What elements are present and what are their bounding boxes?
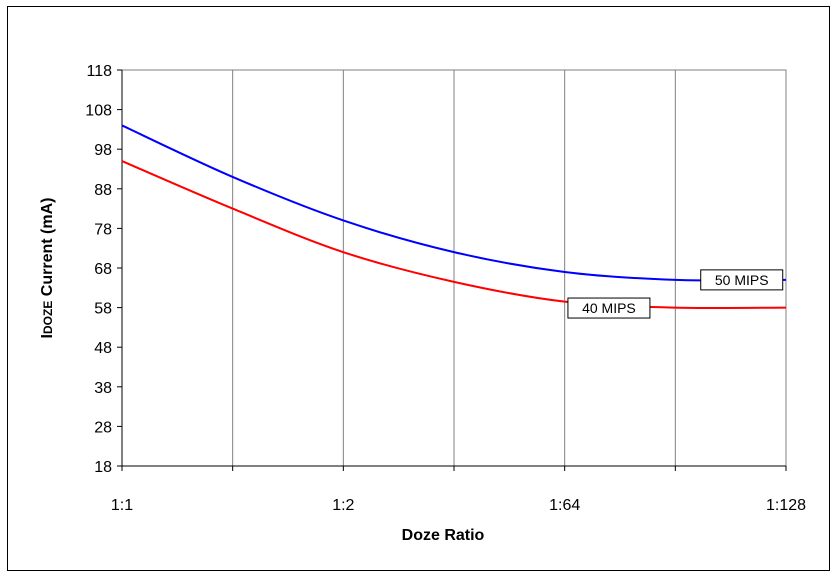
x-axis-title: Doze Ratio <box>402 527 485 544</box>
y-tick-label: 68 <box>94 261 112 278</box>
series-label-box <box>567 297 651 319</box>
y-tick-label: 78 <box>94 221 112 238</box>
series-label-text: 50 MIPS <box>715 272 769 288</box>
series-label-box <box>700 269 784 291</box>
y-tick-label: 98 <box>94 142 112 159</box>
y-tick-label: 118 <box>86 63 112 80</box>
y-tick-label: 58 <box>94 301 112 318</box>
series-label-text: 40 MIPS <box>582 300 636 316</box>
y-tick-label: 88 <box>94 182 112 199</box>
x-axis-ticks: 1:1 1:2 1:64 1:128 <box>111 466 806 514</box>
series-lines <box>121 124 787 310</box>
y-tick-label: 48 <box>94 340 112 357</box>
y-axis-title-rest: Current (mA) <box>39 198 56 301</box>
series-line-50-mips <box>121 124 787 282</box>
y-tick-label: 108 <box>85 103 112 120</box>
x-tick-label: 1:2 <box>332 497 354 514</box>
y-axis-title-main: I <box>39 334 56 338</box>
x-tick-label: 1:128 <box>766 497 806 514</box>
y-tick-label: 28 <box>94 419 112 436</box>
y-axis-title: IDOZE Current (mA) <box>39 198 56 339</box>
y-axis-title-sub: DOZE <box>41 301 55 334</box>
y-tick-label: 18 <box>94 459 112 476</box>
grid-lines <box>232 70 676 466</box>
x-tick-label: 1:1 <box>111 497 133 514</box>
series-line-40-mips <box>121 160 787 310</box>
x-tick-label: 1:64 <box>549 497 580 514</box>
series-labels: 50 MIPS 40 MIPS <box>567 269 784 319</box>
chart-frame <box>7 6 830 571</box>
y-tick-label: 38 <box>94 380 112 397</box>
y-axis-ticks: 18 28 38 48 58 68 78 88 98 108 118 <box>85 63 122 476</box>
